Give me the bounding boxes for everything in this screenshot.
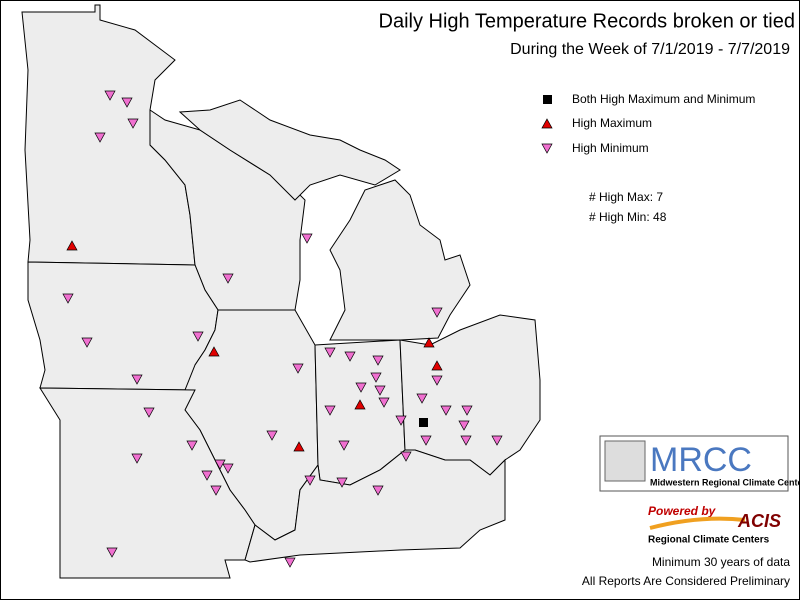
legend-label: High Maximum	[572, 116, 652, 130]
acis-name: ACIS	[737, 511, 781, 531]
high-min-marker	[131, 374, 143, 385]
count: # High Min: 48	[589, 210, 667, 224]
acis-powered: Powered by	[648, 504, 717, 518]
high-min-marker	[266, 430, 278, 441]
high-min-marker	[222, 273, 234, 284]
high-min-marker	[458, 420, 470, 431]
high-min-marker	[440, 405, 452, 416]
high-min-marker	[378, 397, 390, 408]
high-min-marker	[431, 307, 443, 318]
high-min-marker	[214, 459, 226, 470]
high-min-marker	[324, 405, 336, 416]
high-min-marker	[210, 485, 222, 496]
high-min-marker	[192, 331, 204, 342]
high-max-marker	[423, 337, 435, 348]
high-min-marker	[143, 407, 155, 418]
high-min-marker	[304, 475, 316, 486]
logo-name: MRCC	[650, 441, 752, 479]
acis-swoosh	[649, 516, 746, 530]
legend-square	[543, 95, 552, 104]
high-min-marker	[431, 375, 443, 386]
high-min-marker	[344, 351, 356, 362]
high-min-marker	[355, 382, 367, 393]
high-min-marker	[395, 415, 407, 426]
legend-up	[541, 118, 553, 129]
markers	[62, 90, 503, 568]
high-min-marker	[400, 451, 412, 462]
legend-down	[541, 143, 553, 154]
high-max-marker	[66, 240, 78, 251]
high-min-marker	[62, 293, 74, 304]
subtitle: During the Week of 7/1/2019 - 7/7/2019	[510, 41, 790, 58]
high-min-marker	[127, 118, 139, 129]
high-min-marker	[222, 463, 234, 474]
high-min-marker	[336, 477, 348, 488]
high-min-marker	[370, 372, 382, 383]
acis-subtitle: Regional Climate Centers	[648, 535, 770, 546]
high-min-marker	[372, 355, 384, 366]
states	[21, 4, 541, 579]
high-min-marker	[491, 435, 503, 446]
mrcc-logo: MRCC Midwestern Regional Climate Center	[599, 435, 800, 492]
high-min-marker	[81, 337, 93, 348]
iowa	[27, 261, 219, 391]
high-min-marker	[301, 233, 313, 244]
title: Daily High Temperature Records broken or…	[379, 10, 796, 32]
high-min-marker	[292, 363, 304, 374]
high-min-marker	[104, 90, 116, 101]
logo-subtitle: Midwestern Regional Climate Center	[650, 477, 800, 487]
high-min-marker	[324, 347, 336, 358]
footer: Minimum 30 years of data	[652, 555, 790, 569]
footer: All Reports Are Considered Preliminary	[582, 574, 790, 588]
legend-label: Both High Maximum and Minimum	[572, 92, 755, 106]
high-min-marker	[461, 405, 473, 416]
high-min-marker	[460, 435, 472, 446]
high-min-marker	[284, 557, 296, 568]
high-min-marker	[338, 440, 350, 451]
high-min-marker	[106, 547, 118, 558]
legend-label: High Minimum	[572, 141, 649, 155]
upper-michigan	[178, 99, 401, 201]
lower-michigan	[329, 179, 471, 341]
high-min-marker	[186, 440, 198, 451]
high-max-marker	[431, 360, 443, 371]
high-min-marker	[374, 385, 386, 396]
high-max-marker	[293, 441, 305, 452]
count: # High Max: 7	[589, 190, 663, 204]
high-min-marker	[372, 485, 384, 496]
both-marker	[419, 418, 428, 427]
high-max-marker	[208, 346, 220, 357]
logo-map	[604, 440, 646, 482]
high-min-marker	[94, 132, 106, 143]
high-min-marker	[416, 393, 428, 404]
high-min-marker	[121, 97, 133, 108]
high-min-marker	[131, 453, 143, 464]
high-min-marker	[201, 470, 213, 481]
missouri	[39, 387, 256, 579]
high-max-marker	[354, 399, 366, 410]
acis-logo: Powered by ACIS Regional Climate Centers	[648, 504, 781, 545]
high-min-marker	[420, 435, 432, 446]
